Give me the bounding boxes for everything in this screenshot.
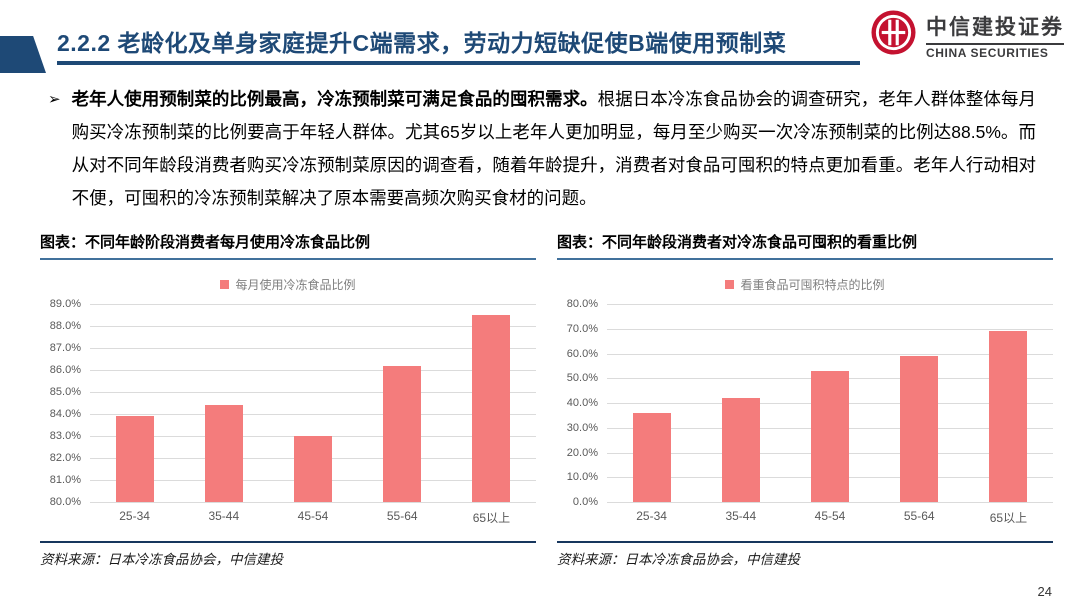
y-tick-label: 0.0% bbox=[572, 496, 598, 508]
bar-55-64 bbox=[383, 365, 422, 502]
x-tick-label: 25-34 bbox=[119, 509, 150, 523]
y-tick-label: 83.0% bbox=[49, 429, 81, 442]
bullet-text: 老年人使用预制菜的比例最高，冷冻预制菜可满足食品的囤积需求。根据日本冷冻食品协会… bbox=[72, 83, 1036, 215]
y-tick-label: 86.0% bbox=[49, 363, 81, 376]
x-tick-label: 55-64 bbox=[386, 509, 418, 523]
plot-row: 80.0% 70.0% 60.0% 50.0% 40.0% 30.0% 20.0% 10.0%… bbox=[557, 298, 1053, 508]
gridline bbox=[90, 414, 536, 415]
y-tick-label: 89.0% bbox=[49, 298, 81, 310]
gridline bbox=[90, 348, 536, 349]
y-tick-label: 80.0% bbox=[566, 298, 598, 310]
legend-swatch bbox=[725, 280, 735, 289]
x-tick-label: 25-34 bbox=[636, 509, 667, 523]
brand-name-cn: 中信建投证券 bbox=[926, 15, 1064, 39]
plot-row: 89.0% 88.0% 87.0% 86.0% 85.0% 84.0% 83.0% 82.0%… bbox=[40, 298, 536, 508]
y-tick-label: 88.0% bbox=[49, 320, 81, 332]
bullet-text-bold: 老年人使用预制菜的比例最高，冷冻预制菜可满足食品的囤积需求。 bbox=[71, 89, 598, 109]
legend-label: 每月使用冷冻食品比例 bbox=[235, 278, 356, 292]
brand-name-en: CHINA SECURITIES bbox=[926, 45, 1049, 60]
y-tick-label: 87.0% bbox=[49, 342, 81, 354]
legend-label: 看重食品可囤积特点的比例 bbox=[740, 278, 885, 292]
bar-55-64 bbox=[900, 355, 939, 502]
y-tick-label: 30.0% bbox=[566, 421, 598, 434]
chart-panel-monthly-frozen-food-usage: 图表：不同年龄阶段消费者每月使用冷冻食品比例 每月使用冷冻食品比例 89.0% 8… bbox=[40, 231, 536, 568]
y-tick-label: 50.0% bbox=[566, 372, 598, 385]
page-number: 24 bbox=[1037, 584, 1052, 599]
charts-row: 图表：不同年龄阶段消费者每月使用冷冻食品比例 每月使用冷冻食品比例 89.0% 8… bbox=[40, 231, 1053, 568]
x-axis: 25-34 35-44 45-54 55-64 65以上 bbox=[90, 509, 536, 526]
chart-title: 图表：不同年龄段消费者对冷冻食品可囤积的看重比例 bbox=[557, 231, 1053, 260]
gridline bbox=[607, 328, 1053, 330]
chart-title: 图表：不同年龄阶段消费者每月使用冷冻食品比例 bbox=[40, 231, 536, 260]
y-tick-label: 81.0% bbox=[49, 474, 81, 486]
x-tick-label: 45-54 bbox=[297, 509, 329, 523]
x-axis-row: 25-34 35-44 45-54 55-64 65以上 bbox=[40, 509, 536, 526]
page-title: 2.2.2 老龄化及单身家庭提升C端需求，劳动力短缺促使B端使用预制菜 bbox=[57, 30, 787, 56]
bar-45-54 bbox=[811, 370, 849, 502]
bar-25-34 bbox=[632, 412, 671, 502]
y-tick-label: 85.0% bbox=[49, 386, 81, 398]
gridline bbox=[90, 502, 536, 503]
chart-legend: 每月使用冷冻食品比例 bbox=[40, 276, 536, 293]
x-axis-row: 25-34 35-44 45-54 55-64 65以上 bbox=[557, 509, 1053, 526]
brand-logo-text: 中信建投证券 CHINA SECURITIES bbox=[926, 11, 1064, 60]
bar-25-34 bbox=[115, 416, 154, 502]
gridline bbox=[607, 304, 1053, 305]
x-tick-label: 65以上 bbox=[472, 511, 511, 525]
x-tick-label: 35-44 bbox=[725, 509, 757, 523]
bullet-text-body: 根据日本冷冻食品协会的调查研究，老年人群体整体每月购买冷冻预制菜的比例要高于年轻… bbox=[71, 89, 1037, 208]
y-tick-label: 70.0% bbox=[566, 322, 598, 335]
source-note: 资料来源：日本冷冻食品协会，中信建投 bbox=[557, 541, 1053, 568]
x-tick-label: 35-44 bbox=[208, 509, 240, 523]
gridline bbox=[607, 353, 1053, 355]
plot-area bbox=[90, 304, 536, 503]
x-tick-label: 65以上 bbox=[989, 511, 1028, 525]
y-tick-label: 10.0% bbox=[566, 471, 598, 484]
gridline bbox=[90, 392, 536, 393]
bar-65以上 bbox=[989, 331, 1028, 502]
bullet-paragraph: ➢ 老年人使用预制菜的比例最高，冷冻预制菜可满足食品的囤积需求。根据日本冷冻食品… bbox=[48, 83, 1036, 215]
brand-logo: 中信建投证券 CHINA SECURITIES bbox=[870, 9, 1064, 61]
chart-panel-stockpiling-importance: 图表：不同年龄段消费者对冷冻食品可囤积的看重比例 看重食品可囤积特点的比例 80… bbox=[557, 231, 1053, 568]
logo-divider bbox=[926, 42, 1064, 45]
chart-legend: 看重食品可囤积特点的比例 bbox=[557, 276, 1053, 293]
y-tick-label: 20.0% bbox=[566, 446, 598, 459]
y-axis-spacer bbox=[557, 509, 607, 526]
y-tick-label: 60.0% bbox=[566, 347, 598, 360]
y-tick-label: 80.0% bbox=[49, 496, 81, 508]
y-tick-label: 40.0% bbox=[566, 397, 598, 409]
y-tick-label: 82.0% bbox=[49, 452, 81, 464]
bar-65以上 bbox=[472, 315, 511, 502]
bar-35-44 bbox=[204, 405, 243, 502]
x-axis: 25-34 35-44 45-54 55-64 65以上 bbox=[607, 509, 1053, 526]
y-axis: 80.0% 70.0% 60.0% 50.0% 40.0% 30.0% 20.0% 10.0%… bbox=[557, 298, 607, 508]
y-tick-label: 84.0% bbox=[49, 408, 81, 420]
citic-emblem-icon bbox=[870, 9, 917, 61]
legend-swatch bbox=[220, 280, 230, 289]
y-axis-spacer bbox=[40, 509, 90, 526]
plot-area bbox=[607, 304, 1053, 503]
bar-35-44 bbox=[721, 398, 760, 502]
source-note: 资料来源：日本冷冻食品协会，中信建投 bbox=[40, 541, 536, 568]
bullet-marker: ➢ bbox=[48, 91, 61, 108]
gridline bbox=[90, 326, 536, 327]
gridline bbox=[90, 304, 536, 305]
gridline bbox=[607, 502, 1053, 503]
gridline bbox=[90, 369, 536, 371]
x-tick-label: 55-64 bbox=[903, 509, 935, 523]
x-tick-label: 45-54 bbox=[814, 509, 846, 523]
y-axis: 89.0% 88.0% 87.0% 86.0% 85.0% 84.0% 83.0% 82.0%… bbox=[40, 298, 90, 508]
title-underline bbox=[57, 61, 860, 65]
bar-45-54 bbox=[294, 436, 332, 502]
header-accent-shape bbox=[0, 36, 46, 73]
